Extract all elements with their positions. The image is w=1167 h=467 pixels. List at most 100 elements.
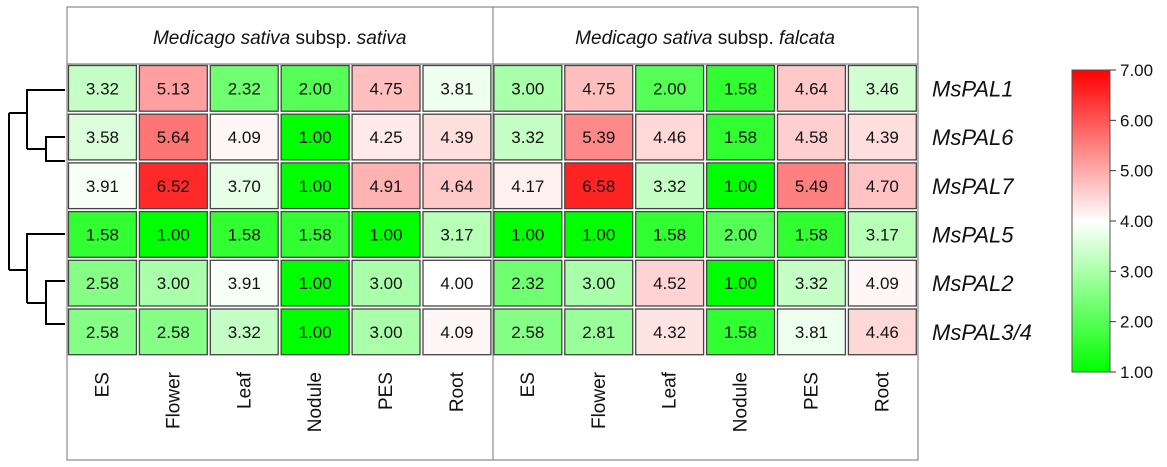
colorbar-ticks: 7.00 6.00 5.00 4.00 3.00 2.00 1.00 (1110, 61, 1153, 382)
x-tick-label: Root (447, 371, 468, 412)
dendrogram-branch-pal1-67 (26, 89, 65, 162)
heatmap-cell (422, 64, 492, 112)
heatmap-cell (564, 162, 634, 210)
row-label: MsPAL1 (932, 76, 1014, 101)
x-tick-label: Flower (163, 371, 184, 429)
heatmap-cell (280, 210, 350, 258)
heatmap-cell (705, 259, 776, 307)
dendrogram-branch-pal5-2-34 (26, 233, 65, 325)
cell-value-label: 4.00 (440, 274, 473, 293)
cell-value-label: 3.00 (370, 323, 403, 342)
cell-value-label: 3.58 (86, 128, 119, 147)
heatmap-cell (280, 113, 350, 161)
heatmap-cell (635, 162, 705, 210)
heatmap-cell (847, 113, 917, 161)
cell-value-label: 1.58 (299, 225, 332, 244)
heatmap-cell (635, 64, 705, 112)
cell-value-label: 4.91 (370, 177, 403, 196)
heatmap-cell (209, 113, 279, 161)
cell-value-label: 2.58 (86, 274, 119, 293)
heatmap-cell (280, 259, 350, 307)
heatmap-cell (138, 210, 208, 258)
heatmap-cell (776, 113, 847, 161)
heatmap-cell (705, 308, 776, 356)
heatmap-cell (351, 113, 421, 161)
cell-value-label: 4.64 (795, 79, 828, 98)
row-label: MsPAL3/4 (932, 320, 1032, 345)
cell-value-label: 5.39 (582, 128, 615, 147)
cell-value-label: 4.64 (440, 177, 473, 196)
cell-value-label: 4.46 (653, 128, 686, 147)
cell-value-label: 1.58 (724, 128, 757, 147)
cell-value-label: 2.81 (582, 323, 615, 342)
heatmap-cell (67, 162, 138, 210)
cell-value-label: 2.58 (511, 323, 544, 342)
cell-value-label: 1.58 (228, 225, 261, 244)
heatmap-cell (776, 308, 847, 356)
cell-value-label: 1.58 (724, 323, 757, 342)
cell-value-label: 3.91 (228, 274, 261, 293)
cell-value-label: 6.52 (157, 177, 190, 196)
heatmap-cell (493, 162, 563, 210)
heatmap-cell (422, 259, 492, 307)
heatmap-cell (564, 64, 634, 112)
x-tick-label: Root (872, 371, 893, 412)
row-label: MsPAL7 (932, 174, 1014, 199)
cell-value-label: 4.25 (370, 128, 403, 147)
group-header: Medicago sativa subsp. sativa (153, 28, 406, 49)
cell-value-label: 1.58 (86, 225, 119, 244)
x-tick-label: ES (92, 372, 113, 397)
heatmap-cell (564, 113, 634, 161)
heatmap-cell (847, 210, 917, 258)
heatmap-cell (351, 64, 421, 112)
cell-value-label: 4.09 (228, 128, 261, 147)
heatmap-cell (705, 162, 776, 210)
cell-value-label: 5.49 (795, 177, 828, 196)
heatmap-cell (493, 64, 563, 112)
heatmap-cell (422, 162, 492, 210)
group-headers: Medicago sativa subsp. sativa Medicago sa… (153, 28, 835, 49)
heatmap-cell (705, 64, 776, 112)
cell-value-label: 3.00 (511, 79, 544, 98)
cell-value-label: 2.32 (511, 274, 544, 293)
cell-value-label: 3.70 (228, 177, 261, 196)
heatmap-cell (635, 113, 705, 161)
cell-value-label: 3.32 (653, 177, 686, 196)
group-header: Medicago sativa subsp. falcata (575, 28, 835, 49)
heatmap-cell (67, 64, 138, 112)
cell-value-label: 6.58 (582, 177, 615, 196)
x-tick-label: Flower (589, 371, 610, 429)
row-labels: MsPAL1 MsPAL6 MsPAL7 MsPAL5 MsPAL2 MsPAL3/4 (932, 76, 1032, 345)
cell-value-label: 4.39 (440, 128, 473, 147)
heatmap-cell (493, 308, 563, 356)
heatmap-cell (776, 259, 847, 307)
dendrogram (8, 89, 65, 325)
cell-value-label: 3.32 (228, 323, 261, 342)
cell-value-label: 4.75 (582, 79, 615, 98)
colorbar: 7.00 6.00 5.00 4.00 3.00 2.00 1.00 (1071, 61, 1153, 382)
cell-value-label: 1.00 (299, 274, 332, 293)
heatmap-cell (493, 113, 563, 161)
colorbar-tick-label: 7.00 (1120, 61, 1153, 80)
heatmap-cells: 3.32 5.13 2.32 2.00 4.75 3.81 3.00 4.75 2.00 1.58… (67, 64, 917, 356)
cell-value-label: 3.17 (866, 225, 899, 244)
dendrogram-branch-pal1-group-join (9, 90, 28, 149)
heatmap-cell (776, 64, 847, 112)
cell-value-label: 4.39 (866, 128, 899, 147)
heatmap-cell (422, 113, 492, 161)
cell-value-label: 1.00 (582, 225, 615, 244)
heatmap-cell (67, 210, 138, 258)
heatmap-cell (351, 259, 421, 307)
heatmap-cell (280, 64, 350, 112)
heatmap-cell (635, 308, 705, 356)
heatmap-cell (564, 308, 634, 356)
cell-value-label: 2.00 (299, 79, 332, 98)
heatmap-cell (280, 162, 350, 210)
heatmap-cell (493, 210, 563, 258)
heatmap-cell (705, 113, 776, 161)
heatmap-cell (138, 113, 208, 161)
heatmap-cell (847, 308, 917, 356)
heatmap-cell (209, 308, 279, 356)
cell-value-label: 1.58 (653, 225, 686, 244)
cell-value-label: 3.32 (795, 274, 828, 293)
